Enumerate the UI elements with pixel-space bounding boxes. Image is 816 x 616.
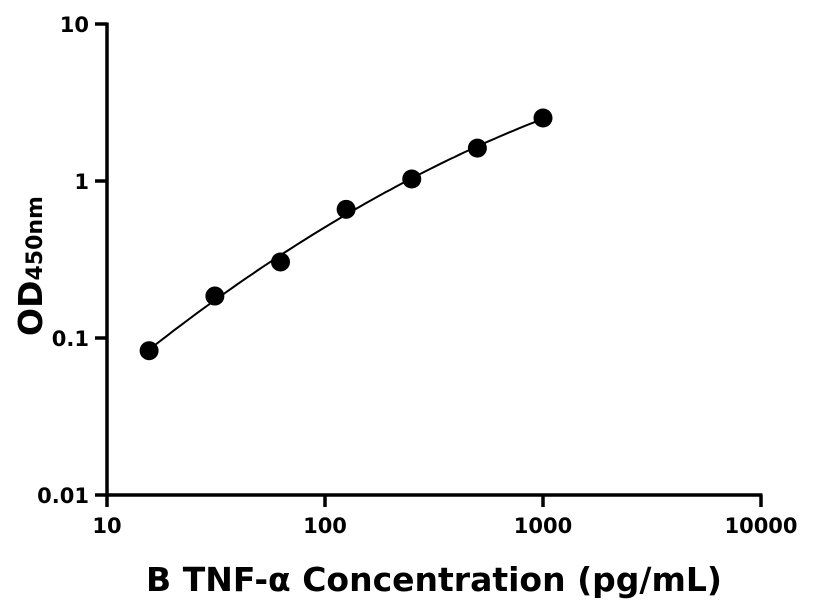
y-tick-label: 0.1	[52, 327, 89, 351]
y-tick-label: 10	[60, 13, 89, 37]
x-tick-label: 10	[92, 514, 121, 538]
data-point	[402, 169, 422, 189]
y-tick-label: 1	[74, 170, 89, 194]
data-point	[533, 108, 553, 128]
x-axis-label: B TNF-α Concentration (pg/mL)	[146, 560, 722, 599]
x-tick-label: 10000	[724, 514, 797, 538]
data-point	[139, 341, 159, 361]
data-point	[271, 252, 291, 272]
y-axis-label-subscript: 450nm	[23, 196, 48, 281]
x-tick-label: 1000	[514, 514, 572, 538]
data-point	[205, 286, 225, 306]
data-point	[336, 199, 356, 219]
data-point	[467, 138, 487, 158]
y-axis-label: OD450nm	[11, 196, 50, 336]
y-tick-label: 0.01	[37, 484, 89, 508]
x-tick-label: 100	[303, 514, 347, 538]
y-axis-label-main: OD	[11, 281, 50, 336]
